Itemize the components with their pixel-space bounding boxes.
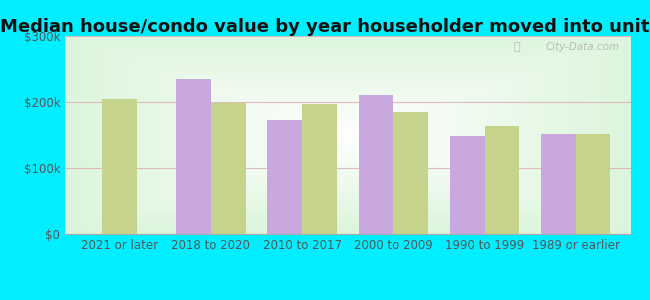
Bar	[103, 99, 137, 234]
Text: ⓘ: ⓘ	[514, 42, 520, 52]
Bar	[176, 79, 211, 234]
Bar	[484, 126, 519, 234]
Text: Median house/condo value by year householder moved into unit: Median house/condo value by year househo…	[0, 18, 650, 36]
Bar	[393, 112, 428, 234]
Text: City-Data.com: City-Data.com	[545, 42, 619, 52]
Bar	[359, 95, 393, 234]
Bar	[211, 103, 246, 234]
Bar	[576, 134, 610, 234]
Bar	[450, 136, 484, 234]
Bar	[302, 104, 337, 234]
Bar	[268, 120, 302, 234]
Bar	[541, 134, 576, 234]
